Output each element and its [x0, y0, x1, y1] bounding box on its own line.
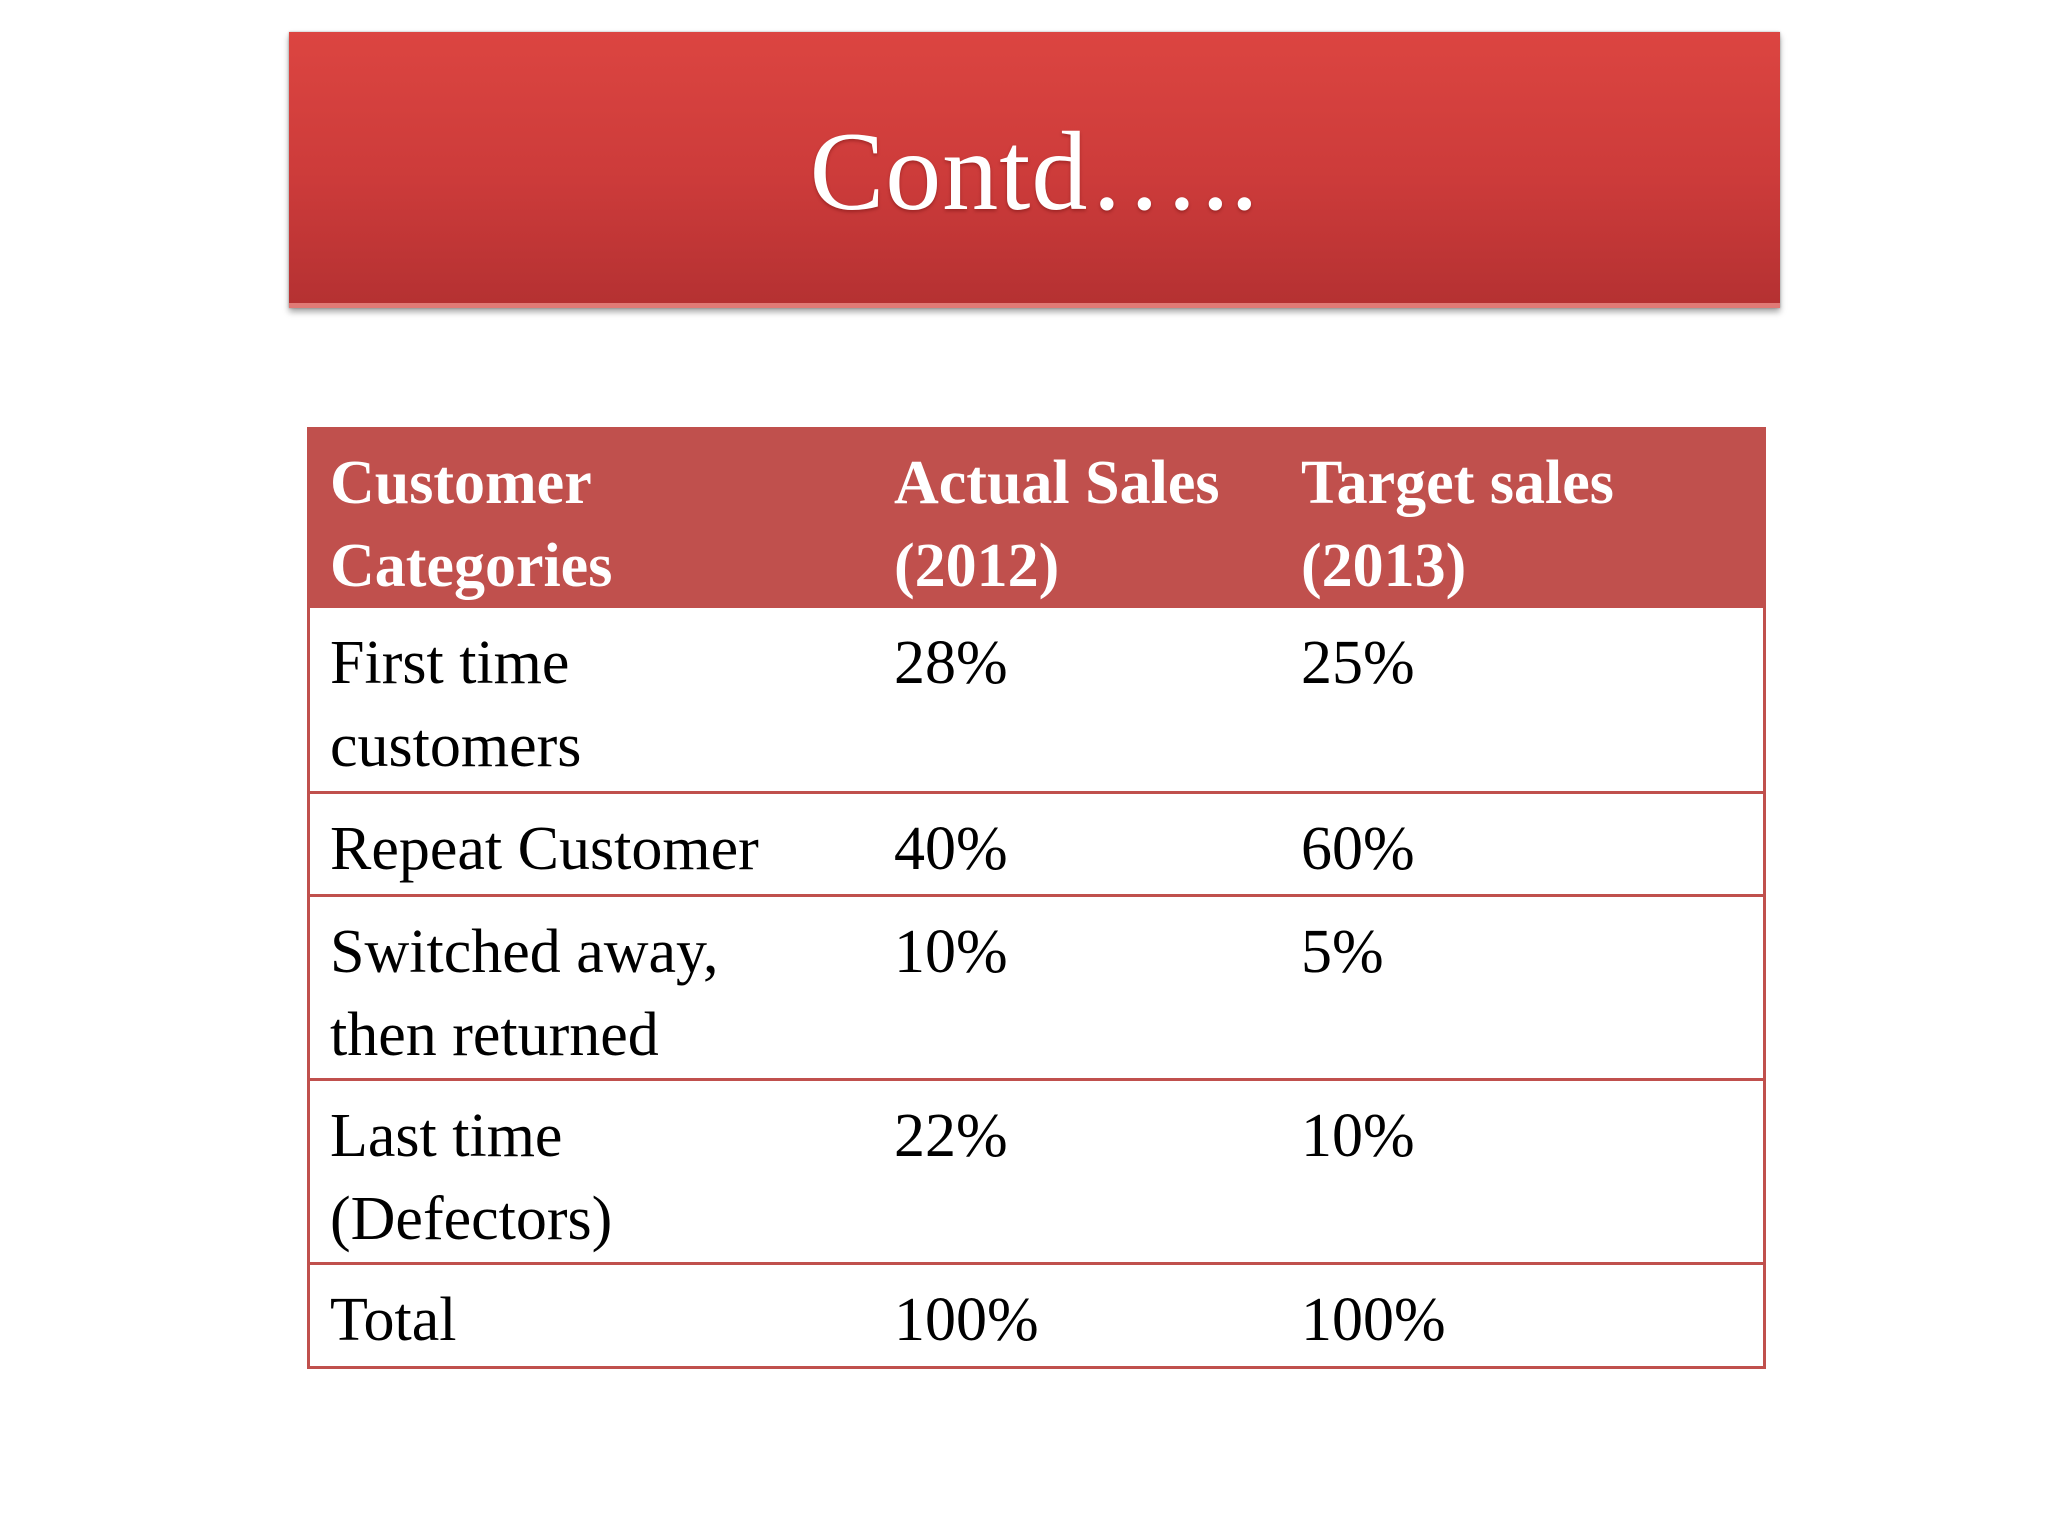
customer-sales-table: Customer Categories Actual Sales (2012) … [307, 427, 1766, 1369]
table-row: Switched away, then returned 10% 5% [310, 893, 1763, 1079]
category-cell: Switched away, then returned [310, 893, 874, 1079]
table-row-total: Total 100% 100% [310, 1261, 1763, 1366]
category-cell: Repeat Customer [310, 790, 874, 895]
target-cell: 25% [1301, 629, 1415, 697]
table-row: Last time (Defectors) 22% 10% [310, 1077, 1763, 1263]
header-target-sales: Target sales (2013) [1281, 430, 1763, 608]
target-cell: 5% [1281, 893, 1763, 1079]
actual-cell: 28% [894, 629, 1008, 697]
actual-cell: 100% [874, 1261, 1281, 1366]
title-banner: Contd….. [289, 32, 1780, 308]
table-row: First time customers 28% 25% [310, 608, 1763, 792]
actual-cell: 40% [874, 790, 1281, 895]
table-header-row: Customer Categories Actual Sales (2012) … [310, 430, 1763, 608]
category-cell: Total [310, 1261, 874, 1366]
target-cell: 10% [1281, 1077, 1763, 1263]
category-cell: Last time (Defectors) [310, 1077, 874, 1263]
actual-cell: 22% [874, 1077, 1281, 1263]
target-cell: 100% [1281, 1261, 1763, 1366]
header-customer-categories: Customer Categories [310, 430, 874, 608]
header-actual-sales: Actual Sales (2012) [874, 430, 1281, 608]
slide-title: Contd….. [809, 109, 1260, 234]
actual-cell: 10% [874, 893, 1281, 1079]
table-row: Repeat Customer 40% 60% [310, 790, 1763, 895]
category-cell: First time customers [330, 629, 582, 780]
target-cell: 60% [1281, 790, 1763, 895]
